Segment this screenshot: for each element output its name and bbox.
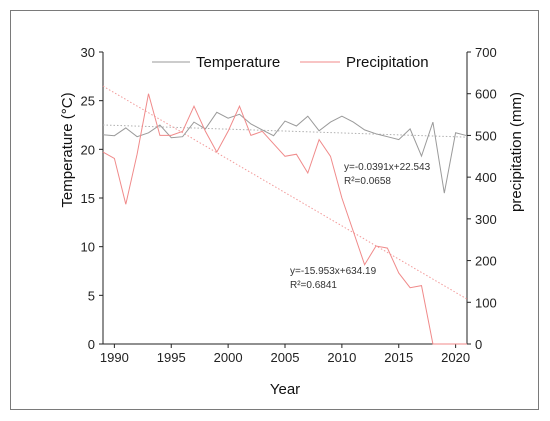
y-left-tick-label: 5 <box>88 288 95 303</box>
x-tick-label: 2010 <box>327 350 356 365</box>
annotation-precipitation-r2: R²=0.6841 <box>290 280 337 291</box>
x-tick-label: 1990 <box>100 350 129 365</box>
y-right-tick-label: 300 <box>475 212 497 227</box>
x-tick-label: 2020 <box>441 350 470 365</box>
y-axis-right-title: precipitation (mm) <box>508 92 525 212</box>
y-axis-left-title: Temperature (°C) <box>59 92 76 207</box>
trendline-precipitation <box>102 85 468 300</box>
annotation-temperature-r2: R²=0.0658 <box>344 176 391 187</box>
y-right-tick-label: 500 <box>475 128 497 143</box>
legend-label-temperature: Temperature <box>196 54 280 71</box>
legend: Temperature Precipitation <box>152 54 429 71</box>
trendline-temperature <box>102 124 468 138</box>
annotation-temperature-equation: y=-0.0391x+22.543 <box>344 162 431 173</box>
annotation-precipitation-trend: y=-15.953x+634.19 R²=0.6841 <box>290 266 377 291</box>
x-tick-label: 2005 <box>271 350 300 365</box>
chart-frame <box>10 10 539 410</box>
plot-area: 1990 1995 2000 2005 2010 2015 2020051015202530… <box>81 45 497 365</box>
y-left-tick-label: 0 <box>88 337 95 352</box>
annotation-temperature-trend: y=-0.0391x+22.543 R²=0.0658 <box>344 162 431 187</box>
y-right-tick-label: 600 <box>475 87 497 102</box>
y-left-tick-label: 25 <box>81 94 95 109</box>
series-line-temperature <box>102 111 468 194</box>
legend-label-precipitation: Precipitation <box>346 54 429 71</box>
y-left-tick-label: 15 <box>81 191 95 206</box>
y-right-tick-label: 100 <box>475 295 497 310</box>
x-tick-label: 2015 <box>384 350 413 365</box>
y-right-tick-label: 200 <box>475 254 497 269</box>
y-left-tick-label: 20 <box>81 142 95 157</box>
y-right-tick-label: 0 <box>475 337 482 352</box>
y-left-tick-label: 30 <box>81 45 95 60</box>
x-tick-label: 2000 <box>214 350 243 365</box>
series-line-precipitation <box>102 93 467 345</box>
annotation-precipitation-equation: y=-15.953x+634.19 <box>290 266 377 277</box>
y-left-tick-label: 10 <box>81 240 95 255</box>
x-axis-title: Year <box>270 381 300 398</box>
x-tick-label: 1995 <box>157 350 186 365</box>
y-right-tick-label: 700 <box>475 45 497 60</box>
y-right-tick-label: 400 <box>475 170 497 185</box>
